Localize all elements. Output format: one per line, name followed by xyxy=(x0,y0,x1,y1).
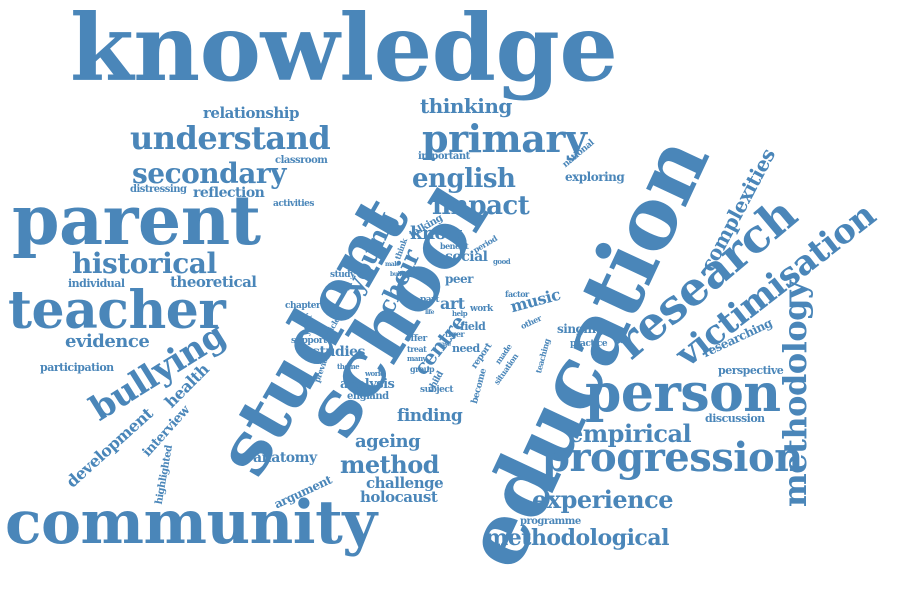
word: case xyxy=(438,341,451,348)
word: support xyxy=(291,336,327,346)
word: participation xyxy=(40,361,114,374)
word: know xyxy=(410,223,462,244)
word: art xyxy=(440,294,465,313)
word: relationship xyxy=(203,104,299,122)
word: subject xyxy=(420,385,454,395)
word: activities xyxy=(273,199,314,209)
word: many xyxy=(407,354,427,363)
word: benefit xyxy=(440,241,469,251)
word: social xyxy=(445,249,488,265)
word: secondary xyxy=(132,157,286,190)
word: perspective xyxy=(718,364,784,377)
word: life xyxy=(425,309,434,316)
word: good xyxy=(493,257,511,266)
word: impact xyxy=(432,191,530,221)
word: chapter xyxy=(285,301,321,311)
word: world xyxy=(365,369,385,378)
word: group xyxy=(410,364,435,374)
word: important xyxy=(418,151,470,162)
word: method xyxy=(340,450,440,479)
word: field xyxy=(460,320,486,333)
word: theme xyxy=(337,362,360,371)
word: part xyxy=(420,295,440,305)
word: study xyxy=(330,270,355,280)
word: holocaust xyxy=(360,488,438,506)
word: analysis xyxy=(340,377,395,392)
word: studies xyxy=(312,344,365,360)
word: community xyxy=(5,488,377,558)
word: need xyxy=(452,342,480,355)
word: peer xyxy=(445,272,473,286)
word: anatomy xyxy=(253,450,317,466)
word: practice xyxy=(570,339,608,349)
word: england xyxy=(347,391,389,402)
word: ageing xyxy=(355,431,421,452)
word: methodology xyxy=(776,280,815,508)
word: thinking xyxy=(420,94,512,118)
word: tiger xyxy=(445,329,465,339)
word: discussion xyxy=(705,412,765,425)
word: become xyxy=(469,367,489,405)
word: teacher xyxy=(8,280,226,341)
word: understand xyxy=(130,119,331,157)
word: work xyxy=(470,304,493,314)
word: knowledge xyxy=(70,0,618,102)
word: factor xyxy=(505,289,529,299)
word: english xyxy=(412,164,516,194)
word: finding xyxy=(397,406,463,426)
word: treat xyxy=(407,344,427,354)
word: build xyxy=(390,271,405,278)
word: progression xyxy=(542,434,803,481)
word: primary xyxy=(422,116,587,161)
word: theoretical xyxy=(170,273,257,291)
word: experience xyxy=(532,485,674,514)
word: empirical xyxy=(568,419,692,448)
word: individual xyxy=(68,277,125,290)
word: methodological xyxy=(485,525,669,551)
word: historical xyxy=(72,247,217,280)
word: challenge xyxy=(366,474,444,492)
word: other xyxy=(518,312,543,332)
word: offer xyxy=(405,334,427,344)
word: singing xyxy=(557,322,604,336)
word: programme xyxy=(520,516,581,527)
word: person xyxy=(585,363,781,424)
word: evidence xyxy=(65,331,150,352)
word: classroom xyxy=(275,155,328,166)
word: male xyxy=(385,261,400,268)
word: help xyxy=(452,309,468,318)
word: reflection xyxy=(193,185,265,201)
word: exploring xyxy=(565,170,625,184)
word: parent xyxy=(12,181,261,261)
word: distressing xyxy=(130,184,187,195)
